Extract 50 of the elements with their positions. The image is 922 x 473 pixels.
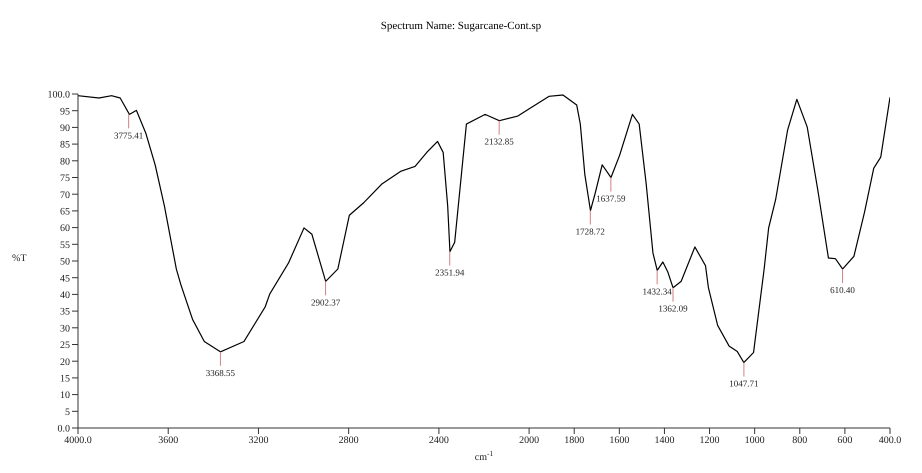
y-tick-label: 80 [60, 156, 70, 168]
x-tick-label: 2000 [519, 435, 540, 446]
x-tick-label: 3200 [248, 435, 268, 446]
x-tick-label: 2400 [428, 435, 449, 446]
chart-title: Spectrum Name: Sugarcane-Cont.sp [380, 19, 542, 34]
y-tick-label: 85 [60, 140, 70, 151]
y-tick-label: 50 [60, 256, 70, 268]
y-tick-label: 40 [60, 290, 70, 301]
y-tick-label: 55 [60, 240, 70, 251]
y-axis-title: %T [12, 253, 26, 264]
y-tick-label: 75 [60, 173, 70, 184]
x-tick-label: 1200 [700, 435, 720, 446]
annotation: 610.40 [830, 285, 856, 296]
y-tick-label: 95 [60, 106, 70, 118]
y-tick-label: 0.0 [58, 424, 70, 435]
annotation: 2351.94 [435, 268, 465, 278]
annotation: 2132.85 [484, 136, 514, 147]
y-tick-label: 35 [60, 306, 70, 318]
x-tick-label: 400.0 [878, 435, 902, 446]
annotation: 1637.59 [596, 194, 626, 204]
x-tick-label: 1600 [609, 435, 630, 446]
y-tick-label: 100.0 [48, 90, 70, 101]
x-tick-label: 800 [792, 435, 808, 446]
y-tick-label: 5 [65, 406, 70, 418]
y-tick-label: 45 [60, 273, 70, 284]
x-tick-label: 1400 [654, 435, 674, 446]
y-tick-label: 60 [60, 223, 70, 234]
x-tick-label: 600 [837, 435, 852, 446]
y-tick-label: 30 [60, 323, 70, 334]
x-tick-label: 3600 [158, 435, 178, 446]
y-tick-label: 90 [60, 122, 70, 134]
x-tick-label: 2800 [338, 435, 359, 446]
line-series [78, 94, 890, 364]
x-tick-label: 1800 [564, 435, 584, 446]
y-tick-label: 20 [60, 356, 70, 368]
annotation: 1362.09 [658, 304, 688, 314]
y-tick-label: 10 [60, 390, 70, 402]
annotation: 3368.55 [206, 368, 236, 378]
x-axis-title: cm$^{-1}$ [474, 448, 494, 463]
annotation: 1432.34 [642, 286, 672, 296]
x-tick-label: 4000.0 [64, 435, 92, 446]
annotation: 3775.41 [114, 130, 144, 140]
y-tick-label: 25 [60, 340, 70, 352]
annotation: 1728.72 [576, 226, 605, 237]
y-tick-label: 15 [60, 373, 70, 384]
annotation: 2902.37 [310, 297, 341, 308]
y-tick-label: 70 [60, 190, 70, 201]
annotation: 1047.71 [729, 378, 759, 389]
y-tick-label: 65 [60, 206, 70, 218]
x-tick-label: 1000 [744, 435, 765, 446]
